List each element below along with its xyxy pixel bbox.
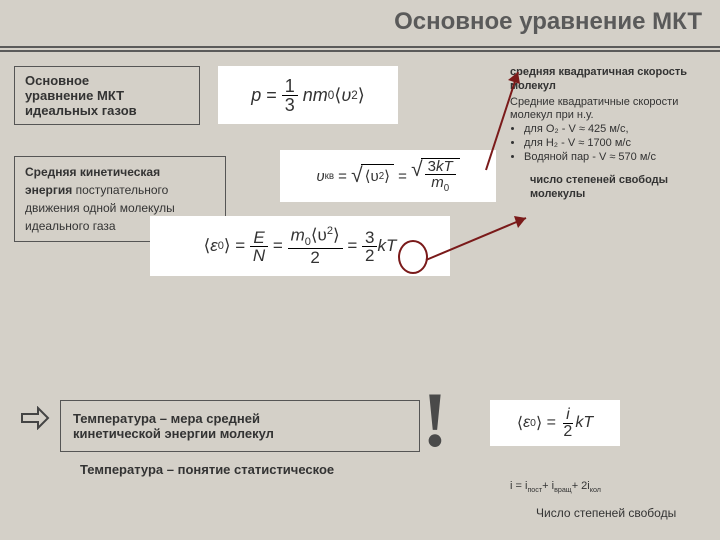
text: Температура – мера средней [73,411,407,426]
equation-rms-speed: υкв = ⟨υ2⟩ = 3kTm0 [280,150,496,202]
page-title: Основное уравнение МКТ [0,0,720,48]
text: уравнение МКТ [25,88,189,103]
equation-pressure: p = 13 nm0 ⟨υ2⟩ [218,66,398,124]
text: идеальных газов [25,103,189,118]
text: энергия [25,183,72,197]
dof-footer: Число степеней свободы [536,506,676,520]
text: + 2i [572,480,590,492]
text: средняя квадратичная скорость молекул [510,66,716,94]
equation-mean-energy: ⟨ε0⟩ = EN = m0⟨υ2⟩2 = 32 kT [150,216,450,276]
exclamation-icon: ! [422,375,448,465]
arrow-right-icon [20,406,50,430]
text: i = i [510,480,527,492]
text: Средние квадратичные скорости молекул пр… [510,96,678,122]
temperature-statistical-note: Температура – понятие статистическое [80,462,334,477]
list-item: для H₂ - V ≈ 1700 м/с [524,137,716,151]
text: Основное [25,73,189,88]
box-mkt-equation-label: Основное уравнение МКТ идеальных газов [14,66,200,125]
text: пост [527,486,542,494]
text: кинетической энергии молекул [73,426,407,441]
i-components-formula: i = iпост+ iвращ+ 2iкол [510,480,601,494]
text: + i [542,480,554,492]
text: вращ [554,486,572,494]
box-temperature-note: Температура – мера средней кинетической … [60,400,420,452]
text: Средняя кинетическая [25,165,160,179]
list-item: для O₂ - V ≈ 425 м/с, [524,123,716,137]
text: кол [590,486,601,494]
row-2: Средняя кинетическая энергия поступатель… [0,156,720,286]
equation-energy-dof: ⟨ε0⟩ = i2 kT [490,400,620,446]
